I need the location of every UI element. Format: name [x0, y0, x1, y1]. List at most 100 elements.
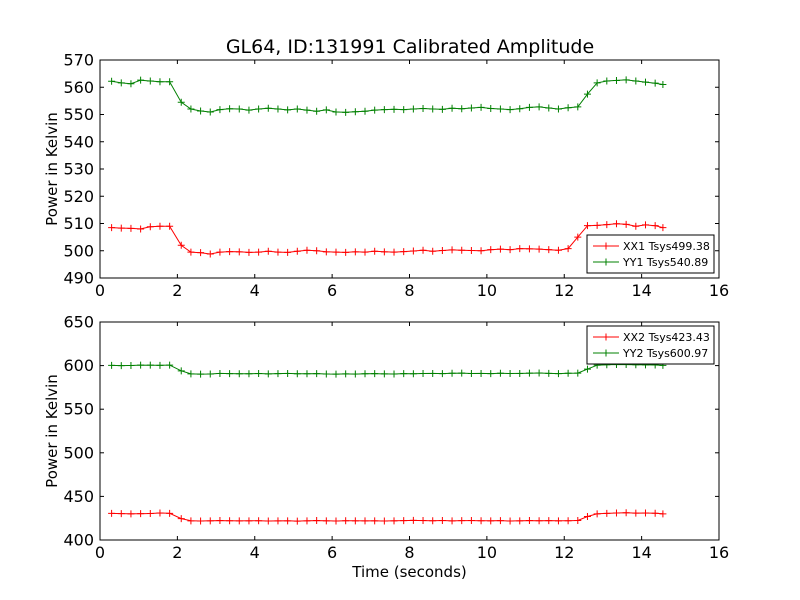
data-point	[535, 245, 543, 253]
data-point	[400, 248, 408, 256]
data-point	[535, 103, 543, 111]
x-tick-label: 14	[631, 281, 651, 300]
series-line-1	[111, 223, 664, 255]
data-point	[545, 246, 553, 254]
data-point	[487, 517, 495, 525]
legend-label: YY1 Tsys540.89	[622, 256, 708, 269]
data-point	[108, 77, 116, 85]
data-point	[438, 516, 446, 524]
data-point	[409, 105, 417, 113]
data-point	[177, 367, 185, 375]
legend-marker	[602, 242, 610, 250]
data-point	[496, 105, 504, 113]
data-point	[583, 90, 591, 98]
y-tick-label: 510	[63, 214, 94, 233]
y-tick-label: 520	[63, 187, 94, 206]
data-point	[371, 517, 379, 525]
data-point	[284, 369, 292, 377]
series-line-1	[111, 512, 663, 522]
data-point	[419, 105, 427, 113]
data-point	[117, 79, 125, 87]
data-point	[574, 233, 582, 241]
data-point	[108, 509, 116, 517]
data-point	[525, 517, 533, 525]
data-point	[303, 246, 311, 254]
data-point	[651, 509, 659, 517]
data-point	[651, 79, 659, 87]
data-point	[477, 103, 485, 111]
data-point	[574, 369, 582, 377]
data-point	[177, 241, 185, 249]
data-point	[127, 224, 135, 232]
data-point	[564, 369, 572, 377]
x-tick-label: 10	[477, 543, 497, 562]
data-point	[255, 105, 263, 113]
legend-marker	[602, 258, 610, 266]
data-point	[438, 105, 446, 113]
series-line-2	[111, 79, 663, 113]
data-point	[137, 225, 145, 233]
data-point	[458, 105, 466, 113]
data-point	[487, 246, 495, 254]
data-point	[467, 370, 475, 378]
data-point	[390, 105, 398, 113]
data-point	[322, 248, 330, 256]
data-point	[496, 369, 504, 377]
y-tick-label: 570	[63, 51, 94, 70]
x-axis-label: Time (seconds)	[351, 563, 467, 581]
data-point	[166, 361, 174, 369]
data-point	[593, 510, 601, 518]
data-point	[371, 106, 379, 114]
data-point	[525, 245, 533, 253]
data-point	[351, 248, 359, 256]
data-point	[659, 510, 667, 518]
data-point	[516, 105, 524, 113]
data-point	[274, 517, 282, 525]
data-point	[429, 105, 437, 113]
data-point	[332, 248, 340, 256]
data-point	[351, 517, 359, 525]
x-tick-label: 8	[404, 543, 414, 562]
data-point	[187, 248, 195, 256]
legend: XX2 Tsys423.43 YY2 Tsys600.97	[586, 325, 715, 365]
data-point	[361, 517, 369, 525]
data-point	[516, 369, 524, 377]
x-tick-label: 0	[95, 281, 105, 300]
data-point	[117, 224, 125, 232]
chart-title: GL64, ID:131991 Calibrated Amplitude	[226, 36, 594, 58]
y-tick-label: 540	[63, 132, 94, 151]
data-point	[146, 223, 154, 231]
data-point	[216, 517, 224, 525]
data-point	[506, 370, 514, 378]
data-point	[409, 516, 417, 524]
data-point	[293, 105, 301, 113]
data-point	[516, 517, 524, 525]
data-point	[448, 104, 456, 112]
data-point	[429, 517, 437, 525]
data-point	[117, 362, 125, 370]
legend-label: XX1 Tsys499.38	[623, 240, 710, 253]
data-point	[641, 509, 649, 517]
data-point	[659, 224, 667, 232]
y-tick-label: 560	[63, 78, 94, 97]
data-point	[342, 517, 350, 525]
data-point	[197, 249, 205, 257]
data-point	[400, 370, 408, 378]
data-point	[206, 370, 214, 378]
legend: XX1 Tsys499.38 YY1 Tsys540.89	[586, 234, 715, 274]
data-point	[554, 370, 562, 378]
data-point	[477, 517, 485, 525]
series-line-2	[111, 363, 663, 375]
data-point	[108, 224, 116, 232]
data-point	[380, 106, 388, 114]
data-point	[245, 106, 253, 114]
data-point	[641, 221, 649, 229]
data-point	[197, 517, 205, 525]
data-point	[313, 370, 321, 378]
x-tick-label: 16	[709, 543, 729, 562]
top-subplot: 0 2 4 6 8 10 12 14 16 490 500 510 520 530 540 550 560 570…	[43, 51, 729, 301]
data-point	[612, 76, 620, 84]
data-point	[390, 248, 398, 256]
data-point	[235, 370, 243, 378]
y-tick-label: 550	[63, 105, 94, 124]
